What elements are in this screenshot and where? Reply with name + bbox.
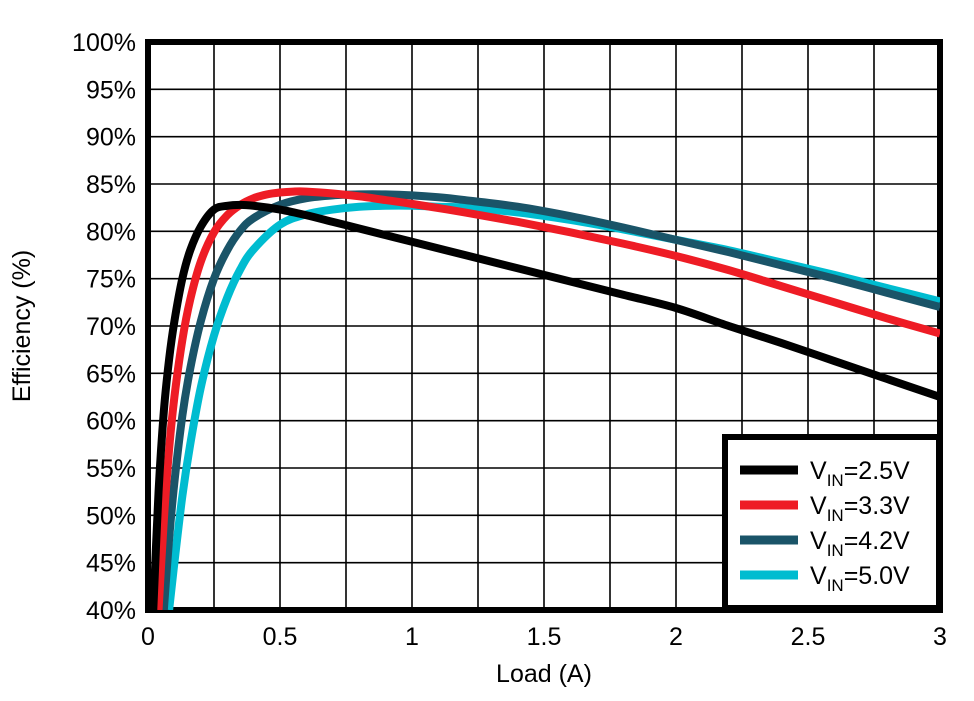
x-tick-label: 1 <box>405 623 419 651</box>
data-series-layer <box>149 187 940 610</box>
y-axis-tick-labels: 40% 45% 50% 55% 60% 65% 70% 75% 80% 85% 90% 95% 100% <box>72 29 136 625</box>
legend-label: VIN=5.0V <box>810 562 910 595</box>
legend-label: VIN=4.2V <box>810 527 910 560</box>
series-line <box>149 200 940 610</box>
y-tick-label: 90% <box>86 124 136 152</box>
x-tick-label: 3 <box>933 623 947 651</box>
series-line <box>154 187 940 610</box>
y-tick-label: 100% <box>72 29 136 57</box>
plot-frame <box>145 39 943 613</box>
x-tick-label: 0 <box>141 623 155 651</box>
y-tick-label: 80% <box>86 218 136 246</box>
y-tick-label: 85% <box>86 171 136 199</box>
y-tick-label: 65% <box>86 360 136 388</box>
y-tick-label: 40% <box>86 597 136 625</box>
y-axis-title: Efficiency (%) <box>8 250 36 402</box>
x-tick-label: 2 <box>669 623 683 651</box>
y-tick-label: 60% <box>86 408 136 436</box>
y-tick-label: 75% <box>86 266 136 294</box>
x-tick-label: 0.5 <box>263 623 298 651</box>
legend-label: VIN=3.3V <box>810 492 910 525</box>
y-tick-label: 50% <box>86 502 136 530</box>
x-axis-tick-labels: 0 0.5 1 1.5 2 2.5 3 <box>141 623 947 651</box>
x-axis-title: Load (A) <box>496 660 592 688</box>
x-tick-label: 1.5 <box>527 623 562 651</box>
y-tick-label: 70% <box>86 313 136 341</box>
y-tick-label: 55% <box>86 455 136 483</box>
legend-label: VIN=2.5V <box>810 457 910 490</box>
y-tick-label: 45% <box>86 550 136 578</box>
x-tick-label: 2.5 <box>791 623 826 651</box>
y-tick-label: 95% <box>86 76 136 104</box>
plot-border <box>145 39 943 613</box>
